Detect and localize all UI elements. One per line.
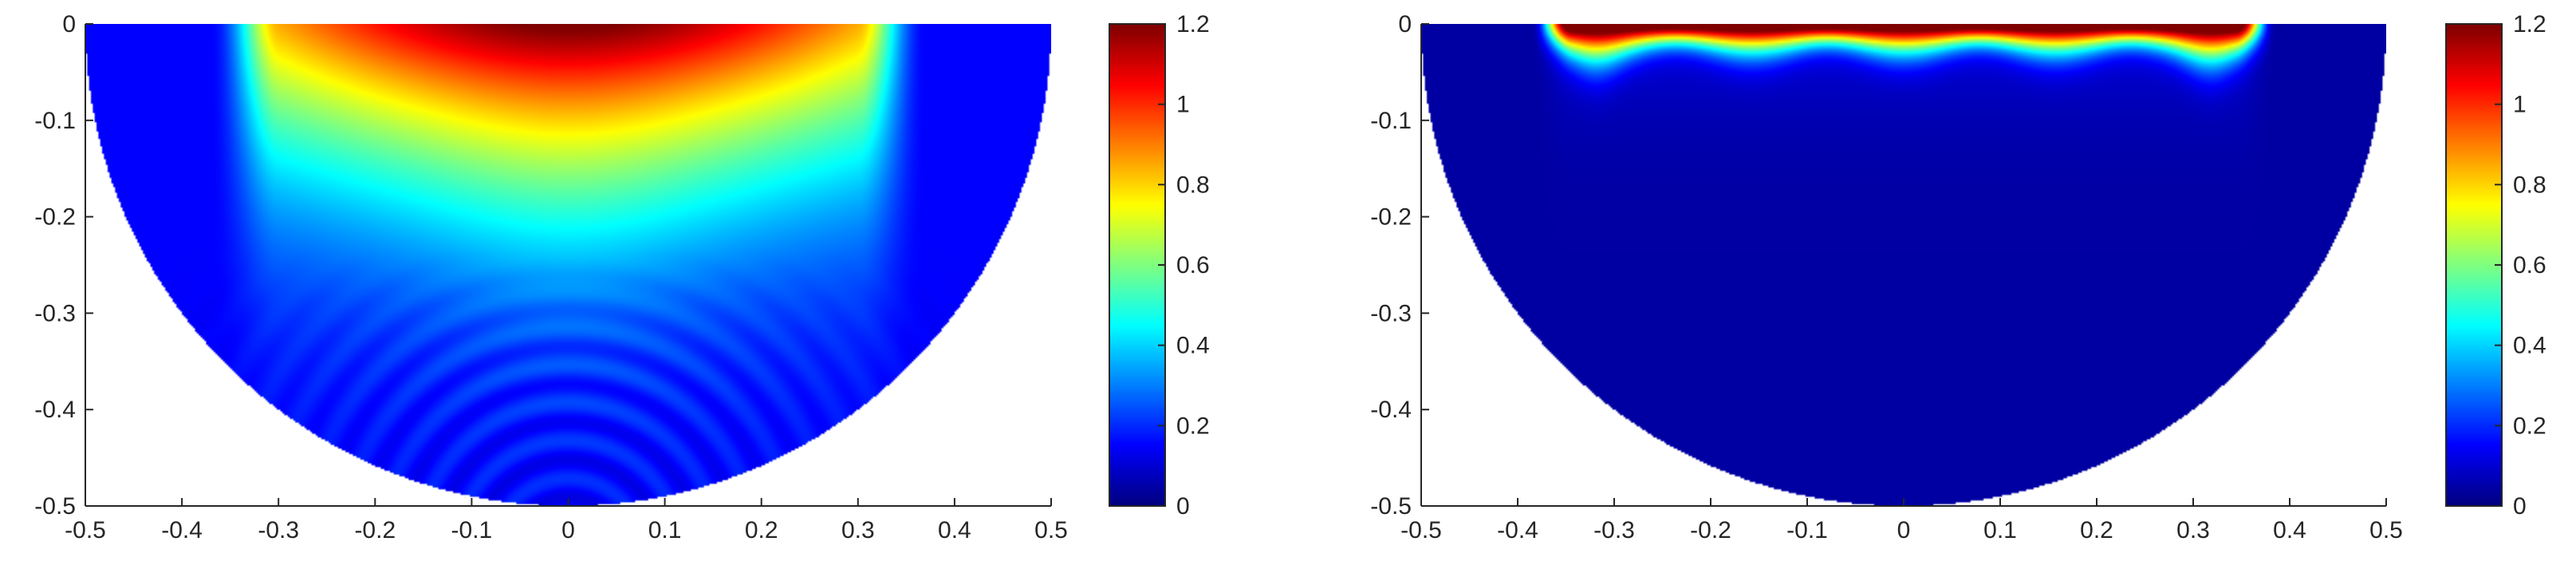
colorbar-tick-label: 0.4 [1176,333,1210,359]
x-tick-label: 0.3 [841,517,875,543]
x-tick-label: -0.2 [354,517,396,543]
colorbar-tick-label: 0 [1176,493,1190,520]
colorbar-tick-label: 0.8 [2513,172,2546,198]
colorbar-tick-label: 0.2 [2513,413,2546,439]
x-tick-label: -0.5 [65,517,106,543]
x-tick-label: -0.5 [1400,517,1442,543]
x-tick-label: -0.4 [1497,517,1538,543]
heatmap-field-1 [85,24,1051,506]
x-tick-label: 0 [561,517,575,543]
x-tick-label: 0.4 [2273,517,2306,543]
chart-panel-2: -0.5 -0.4 -0.3 -0.2 -0.1 0 0.1 0.2 0.3 0.4 0.5 0 -0.… [1370,11,2546,543]
colorbar-tick-label: 1.2 [1176,11,1210,38]
colorbar-2: 1.2 1 0.8 0.6 0.4 0.2 0 [2445,11,2546,520]
y-tick-label: -0.3 [1370,300,1412,326]
heatmap-field-2 [1421,24,2386,506]
x-tick-label: 0.4 [938,517,971,543]
x-tick-label: 0.2 [745,517,778,543]
y-tick-label: -0.1 [1370,108,1412,134]
y-tick-label: -0.5 [1370,493,1412,520]
y-tick-label: -0.4 [34,397,76,423]
y-tick-label: 0 [1398,11,1412,38]
colorbar-tick-label: 1 [2513,92,2527,118]
x-tick-label: 0.1 [648,517,682,543]
colorbar-tick-label: 0.8 [1176,172,1210,198]
colorbar-tick-label: 0.2 [1176,413,1210,439]
chart-panel-1: -0.5 -0.4 -0.3 -0.2 -0.1 0 0.1 0.2 0.3 0.4 0.5 0 -0.… [34,11,1209,543]
x-tick-label: 0.5 [1034,517,1068,543]
colorbar-tick-label: 0.6 [2513,252,2546,279]
colorbar-gradient [2446,24,2502,506]
x-tick-label: 0 [1897,517,1911,543]
x-tick-label: -0.4 [161,517,203,543]
x-tick-label: -0.3 [258,517,299,543]
y-tick-label: -0.3 [34,300,76,326]
x-tick-label: -0.3 [1593,517,1635,543]
colorbar-tick-label: 1.2 [2513,11,2546,38]
y-tick-label: -0.2 [1370,204,1412,231]
colorbar-tick-label: 1 [1176,92,1190,118]
x-tick-label: -0.1 [451,517,493,543]
x-tick-label: -0.1 [1786,517,1828,543]
x-tick-label: 0.2 [2080,517,2113,543]
colorbar-tick-label: 0.6 [1176,252,1210,279]
x-tick-label: -0.2 [1690,517,1731,543]
colorbar-tick-label: 0.4 [2513,333,2546,359]
x-tick-label: 0.3 [2176,517,2210,543]
colorbar-tick-label: 0 [2513,493,2527,520]
x-tick-label: 0.1 [1983,517,2017,543]
y-tick-label: -0.5 [34,493,76,520]
y-tick-label: 0 [62,11,76,38]
y-tick-label: -0.2 [34,204,76,231]
colorbar-gradient [1109,24,1165,506]
y-tick-label: -0.4 [1370,397,1412,423]
y-tick-label: -0.1 [34,108,76,134]
colorbar-1: 1.2 1 0.8 0.6 0.4 0.2 0 [1109,11,1210,520]
x-tick-label: 0.5 [2369,517,2403,543]
